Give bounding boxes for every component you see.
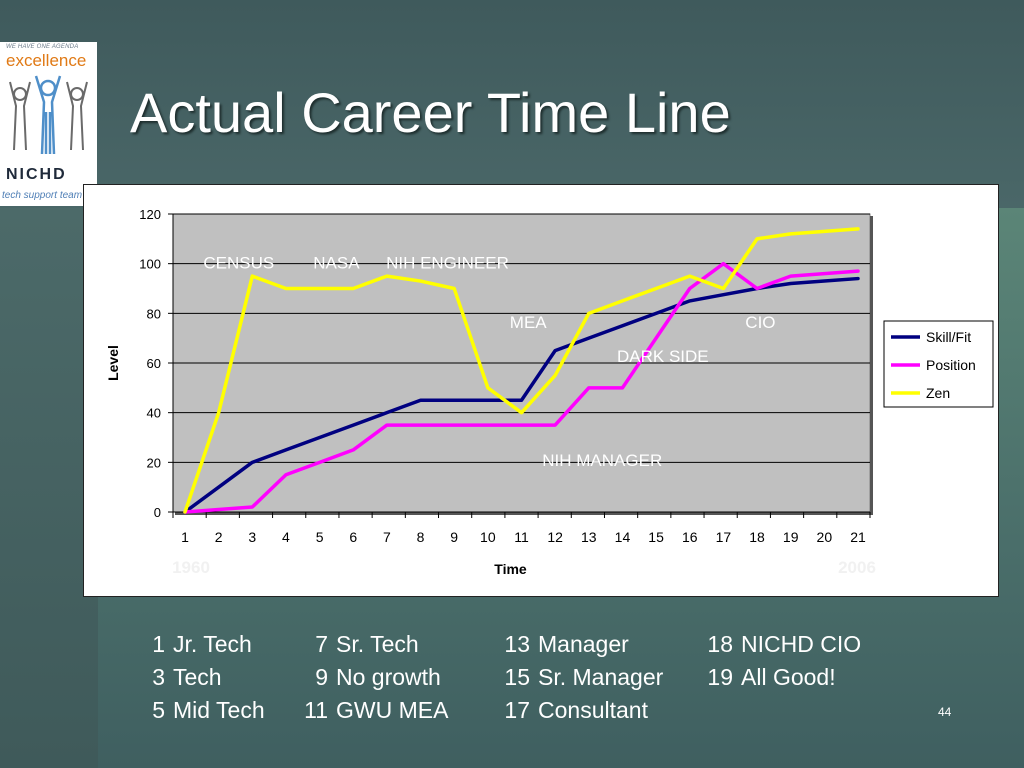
y-axis-label: Level [105, 345, 121, 381]
x-tick-label: 5 [316, 529, 324, 545]
caption-item: 19 All Good! [707, 664, 836, 690]
series-line-position [183, 261, 860, 514]
caption-col-3: 13 Manager 15 Sr. Manager 17 Consultant [497, 628, 663, 727]
chart-annotation: NIH MANAGER [542, 451, 662, 470]
caption-item: 11 GWU MEA [304, 697, 449, 723]
y-tick-label: 40 [147, 406, 161, 421]
x-tick-label: 14 [615, 529, 631, 545]
caption-col-1: 1 Jr. Tech 3 Tech 5 Mid Tech [145, 628, 265, 727]
chart-annotation: CIO [745, 313, 775, 332]
x-tick-label: 4 [282, 529, 290, 545]
x-tick-label: 13 [581, 529, 597, 545]
logo-tagline: WE HAVE ONE AGENDA [6, 44, 79, 50]
caption-item: 7 Sr. Tech [315, 631, 419, 657]
y-tick-label: 80 [147, 306, 161, 321]
chart-area: 0 20 40 60 80 100 120 1 2 3 4 5 6 7 8 9 10 11 12 13 14 15 16 17… [83, 184, 999, 597]
range-label-end: 2006 [838, 558, 876, 577]
logo-subtext: tech support team [2, 190, 83, 201]
series-line-zen [183, 227, 860, 514]
x-tick-label: 20 [817, 529, 833, 545]
plot-shadow [175, 512, 873, 515]
x-tick-label: 2 [215, 529, 223, 545]
x-tick-label: 19 [783, 529, 799, 545]
people-icon [9, 75, 88, 155]
x-axis-label: Time [494, 561, 527, 577]
caption-item: 17 Consultant [504, 697, 648, 723]
logo-name: NICHD [6, 166, 67, 183]
y-tick-label: 60 [147, 356, 161, 371]
y-tick-label: 100 [139, 257, 161, 272]
top-band [0, 0, 1024, 208]
x-tick-label: 17 [716, 529, 732, 545]
caption-item: 9 No growth [315, 664, 441, 690]
caption-col-2: 7 Sr. Tech 9 No growth 11 GWU MEA [298, 628, 448, 727]
x-tick-label: 3 [248, 529, 256, 545]
x-tick-label: 16 [682, 529, 698, 545]
series-line-skill-fit [183, 276, 860, 514]
logo-word: excellence [6, 51, 87, 70]
y-tick-label: 20 [147, 455, 161, 470]
x-tick-label: 12 [547, 529, 563, 545]
x-tick-label: 10 [480, 529, 496, 545]
x-tick-label: 8 [417, 529, 425, 545]
caption-item: 5 Mid Tech [152, 697, 265, 723]
legend-entry: Position [926, 357, 976, 373]
slide-title: Actual Career Time Line [130, 81, 731, 144]
caption-item: 13 Manager [504, 631, 629, 657]
legend-entry: Skill/Fit [926, 329, 971, 345]
left-band [0, 208, 98, 768]
caption-col-4: 18 NICHD CIO 19 All Good! [700, 628, 861, 694]
x-tick-label: 15 [648, 529, 664, 545]
x-tick-label: 1 [181, 529, 189, 545]
x-tick-label: 18 [749, 529, 765, 545]
range-label-start: 1960 [172, 558, 210, 577]
page-number: 44 [938, 705, 952, 719]
x-tick-label: 6 [349, 529, 357, 545]
chart-annotation: MEA [510, 313, 547, 332]
x-tick-label: 11 [514, 529, 529, 545]
nichd-logo: WE HAVE ONE AGENDA excellence NICHD tech… [0, 42, 97, 206]
caption-item: 1 Jr. Tech [152, 631, 252, 657]
y-tick-label: 0 [154, 505, 161, 520]
chart-annotation: DARK SIDE [617, 347, 709, 366]
caption-item: 15 Sr. Manager [504, 664, 664, 690]
chart-annotation: NASA [313, 254, 360, 273]
legend-entry: Zen [926, 385, 950, 401]
caption-item: 3 Tech [152, 664, 222, 690]
chart-annotation: CENSUS [203, 254, 274, 273]
x-tick-label: 21 [850, 529, 866, 545]
chart-annotation: NIH ENGINEER [386, 254, 509, 273]
y-tick-label: 120 [139, 207, 161, 222]
x-tick-label: 7 [383, 529, 391, 545]
caption-item: 18 NICHD CIO [707, 631, 862, 657]
x-tick-label: 9 [450, 529, 458, 545]
plot-shadow [870, 216, 873, 514]
